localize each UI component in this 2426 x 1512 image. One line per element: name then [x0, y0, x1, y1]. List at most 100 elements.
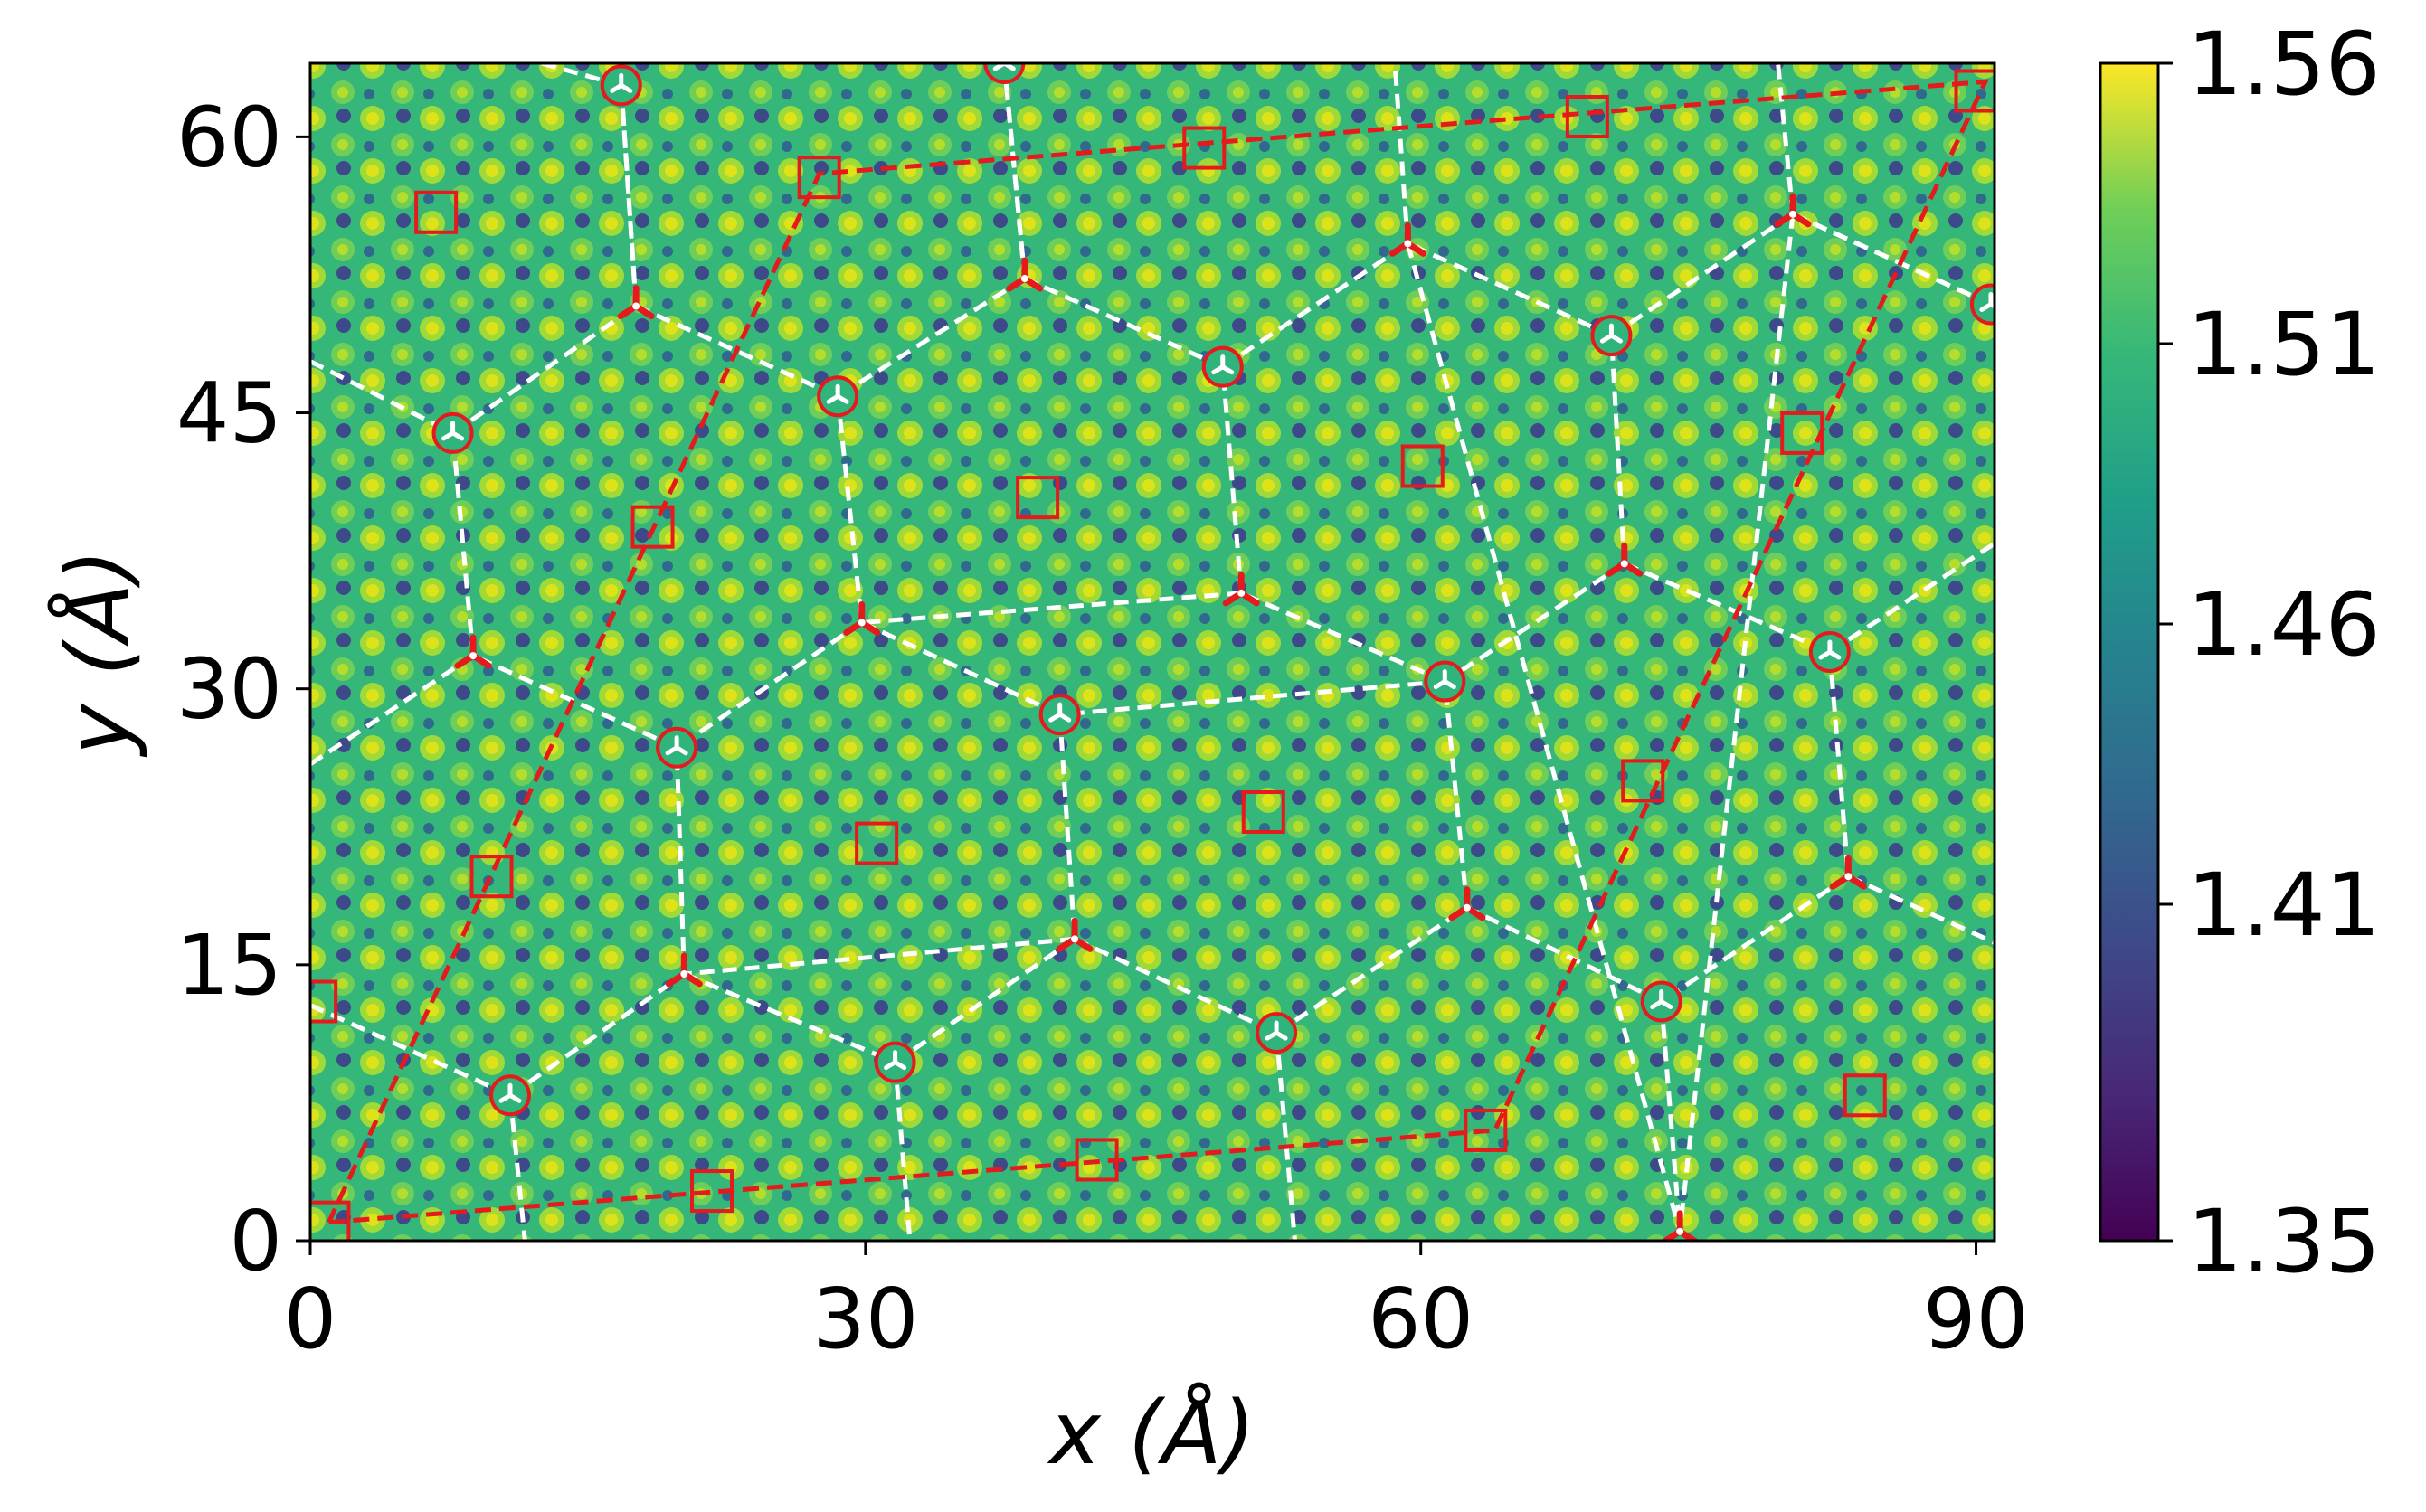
tri-arm	[1608, 333, 1623, 344]
circle-marker-tri	[1265, 1020, 1288, 1041]
tri-marker	[1388, 222, 1426, 257]
tri-marker	[1222, 572, 1260, 607]
tri-center	[469, 652, 478, 660]
circle-marker-tri	[1650, 989, 1673, 1010]
tri-marker	[454, 634, 492, 669]
hexagon-edge	[1828, 541, 1995, 655]
tri-center	[1620, 560, 1628, 568]
hexagon-edge	[861, 591, 1242, 625]
square-marker	[1843, 1073, 1887, 1118]
tri-center	[1071, 935, 1079, 943]
y-axis-ticks: 0 15 30 45 60	[176, 89, 310, 1290]
hexagon-edge	[1660, 874, 1850, 1004]
hexagon-lines	[310, 63, 1995, 1241]
colorbar-tick-label: 1.51	[2187, 294, 2381, 395]
tri-arm	[893, 1060, 907, 1071]
circle-marker-tri	[610, 72, 633, 93]
circle-marker-tri	[1818, 639, 1842, 660]
hexagon-edge	[450, 432, 476, 657]
supercell-edge	[327, 79, 1989, 1225]
tri-center	[1020, 275, 1028, 283]
tri-arm	[619, 82, 633, 93]
colorbar	[2099, 61, 2160, 1243]
tri-arm	[1442, 679, 1456, 690]
hexagon-edge	[1827, 651, 1851, 877]
tri-arm	[1057, 712, 1072, 723]
hexagon-edge	[1221, 241, 1409, 369]
hexagon-edge	[1407, 241, 1613, 338]
circle-marker-tri	[1211, 354, 1235, 375]
tri-center	[858, 619, 866, 627]
tri-center	[1788, 210, 1796, 218]
y-tick-label: 45	[176, 365, 282, 462]
circle-marker-tri	[1048, 702, 1072, 723]
hexagon-edge	[1220, 366, 1244, 594]
y-tick-label: 30	[176, 641, 282, 738]
hexagon-edge	[674, 747, 687, 975]
hexagon-edge	[635, 304, 839, 399]
tri-center	[1844, 873, 1853, 881]
hexagon-edge	[675, 620, 864, 750]
tri-marker	[1448, 886, 1486, 921]
hexagon-edge	[1610, 212, 1795, 338]
circle-marker-tri	[1979, 292, 1995, 313]
circle-marker-tri	[498, 1082, 522, 1103]
hexagon-edge	[1392, 63, 1410, 244]
y-tick-label: 15	[176, 917, 282, 1014]
tri-arm	[1274, 1030, 1288, 1041]
colorbar-tick-label: 1.35	[2187, 1191, 2381, 1292]
x-tick-label: 90	[1923, 1271, 2029, 1367]
tri-marker	[1606, 542, 1644, 577]
circle-marker-tri	[884, 1050, 907, 1071]
tri-arm	[1988, 302, 1995, 309]
colorbar-tick-label: 1.56	[2187, 14, 2381, 115]
square-marker	[1565, 94, 1609, 138]
x-tick-label: 30	[812, 1271, 918, 1367]
hexagon-edge	[1659, 1001, 1682, 1233]
tri-arm	[1827, 649, 1842, 660]
tri-arm	[1220, 364, 1235, 375]
tri-marker	[843, 600, 881, 636]
tri-arm	[835, 393, 849, 404]
tri-center	[1237, 589, 1246, 597]
hexagon-edge	[1677, 213, 1796, 1233]
hexagon-edge	[1847, 874, 1995, 945]
hexagon-edge	[1465, 905, 1663, 1004]
square-marker	[1016, 476, 1060, 520]
circle-marker-tri	[826, 383, 849, 404]
hexagon-edge	[1405, 242, 1682, 1233]
square-marker	[797, 156, 841, 200]
square-marker	[690, 1169, 734, 1214]
y-tick-label: 60	[176, 89, 282, 185]
hexagon-edge	[507, 1095, 527, 1241]
x-tick-label: 60	[1368, 1271, 1474, 1367]
hexagon-edge	[1057, 714, 1077, 940]
tri-center	[1676, 1227, 1684, 1235]
square-marker	[1241, 789, 1285, 834]
tri-marker	[617, 285, 655, 320]
square-marker	[630, 505, 675, 549]
tri-center	[632, 302, 640, 310]
hexagon-edge	[310, 1003, 512, 1098]
square-marker	[469, 855, 514, 899]
x-axis-label: x (Å)	[1047, 1382, 1256, 1484]
hexagon-edge	[860, 620, 1061, 717]
tri-marker	[1056, 917, 1094, 952]
tri-center	[1463, 903, 1471, 912]
hexagon-edge	[310, 359, 454, 436]
hexagon-edge	[472, 653, 678, 751]
hexagon-edge	[1001, 63, 1028, 279]
colorbar-tick-label: 1.46	[2187, 574, 2381, 676]
x-axis-ticks: 0 30 60 90	[284, 1241, 2029, 1367]
colorbar-ticks: 1.35 1.41 1.46 1.51 1.56	[2158, 14, 2381, 1292]
hexagon-edge	[1442, 681, 1470, 909]
hexagon-edge	[1001, 63, 1028, 279]
hexagon-edge	[1275, 905, 1469, 1035]
hexagon-edge	[1443, 562, 1626, 684]
hexagon-edge	[894, 937, 1076, 1064]
square-marker	[1954, 69, 1995, 113]
circle-marker-tri	[665, 735, 688, 756]
square-marker	[414, 190, 459, 234]
square-marker	[1464, 1108, 1508, 1152]
square-marker	[1621, 759, 1665, 803]
